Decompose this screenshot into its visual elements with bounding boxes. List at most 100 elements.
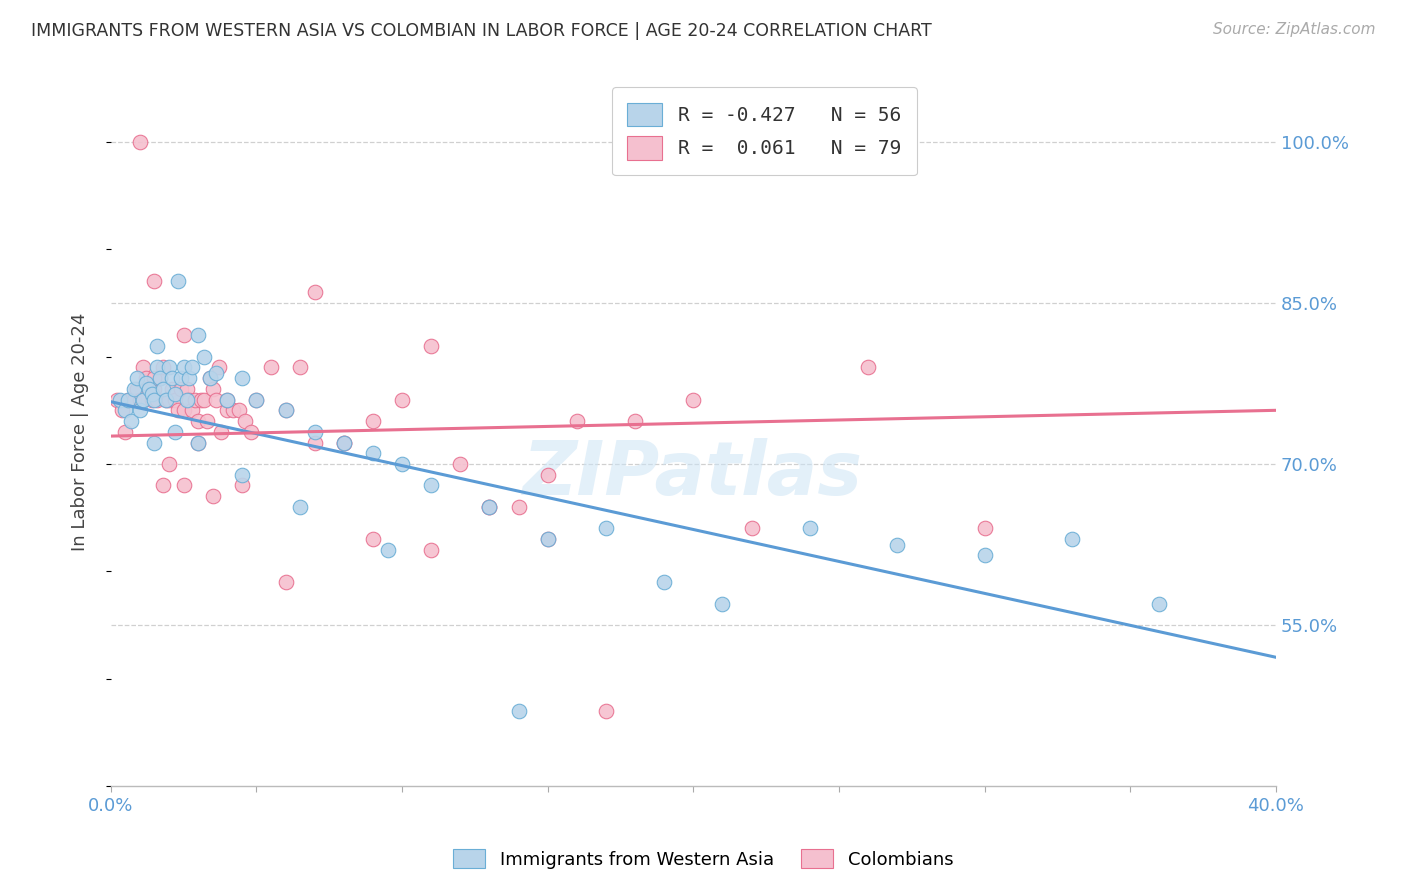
Point [973, 521, 995, 535]
Point [132, 392, 155, 407]
Point [508, 704, 530, 718]
Point [138, 382, 160, 396]
Point [198, 371, 221, 385]
Point [187, 328, 209, 343]
Point [595, 521, 617, 535]
Point [173, 328, 195, 343]
Point [595, 704, 617, 718]
Point [163, 387, 186, 401]
Point [537, 532, 560, 546]
Point [170, 382, 193, 396]
Point [274, 575, 297, 590]
Point [195, 414, 218, 428]
Point [111, 403, 134, 417]
Point [231, 478, 253, 492]
Point [508, 500, 530, 514]
Point [143, 382, 166, 396]
Point [741, 521, 763, 535]
Point [886, 537, 908, 551]
Text: Source: ZipAtlas.com: Source: ZipAtlas.com [1212, 22, 1375, 37]
Point [146, 339, 169, 353]
Point [274, 403, 297, 417]
Point [391, 392, 413, 407]
Point [181, 360, 204, 375]
Point [157, 360, 180, 375]
Point [179, 392, 201, 407]
Point [152, 382, 174, 396]
Point [204, 366, 226, 380]
Point [122, 382, 145, 396]
Point [129, 392, 152, 407]
Point [163, 392, 186, 407]
Point [163, 425, 186, 439]
Point [146, 392, 169, 407]
Point [361, 414, 384, 428]
Point [173, 360, 195, 375]
Point [129, 135, 152, 149]
Point [198, 371, 221, 385]
Point [420, 542, 443, 557]
Point [132, 360, 155, 375]
Point [420, 478, 443, 492]
Point [233, 414, 256, 428]
Point [166, 403, 188, 417]
Point [682, 392, 704, 407]
Point [288, 360, 311, 375]
Text: IMMIGRANTS FROM WESTERN ASIA VS COLOMBIAN IN LABOR FORCE | AGE 20-24 CORRELATION: IMMIGRANTS FROM WESTERN ASIA VS COLOMBIA… [31, 22, 932, 40]
Legend: Immigrants from Western Asia, Colombians: Immigrants from Western Asia, Colombians [446, 841, 960, 876]
Point [160, 371, 183, 385]
Point [231, 467, 253, 482]
Point [217, 392, 239, 407]
Point [217, 392, 239, 407]
Point [108, 392, 131, 407]
Point [143, 435, 166, 450]
Point [184, 392, 207, 407]
Point [260, 360, 283, 375]
Point [155, 392, 177, 407]
Point [105, 392, 128, 407]
Point [149, 371, 172, 385]
Point [187, 435, 209, 450]
Point [565, 414, 588, 428]
Point [537, 467, 560, 482]
Point [141, 392, 163, 407]
Point [478, 500, 501, 514]
Point [114, 425, 136, 439]
Point [304, 425, 326, 439]
Point [856, 360, 879, 375]
Point [449, 457, 471, 471]
Point [193, 350, 215, 364]
Point [304, 435, 326, 450]
Point [129, 403, 152, 417]
Point [207, 360, 229, 375]
Point [239, 425, 262, 439]
Point [170, 371, 193, 385]
Point [179, 371, 201, 385]
Point [217, 403, 239, 417]
Point [377, 542, 399, 557]
Point [799, 521, 821, 535]
Point [231, 371, 253, 385]
Point [333, 435, 356, 450]
Point [361, 446, 384, 460]
Point [187, 435, 209, 450]
Point [122, 392, 145, 407]
Point [135, 376, 157, 391]
Point [120, 414, 142, 428]
Point [157, 392, 180, 407]
Point [176, 392, 198, 407]
Point [181, 403, 204, 417]
Point [190, 392, 212, 407]
Point [361, 532, 384, 546]
Point [166, 275, 188, 289]
Point [333, 435, 356, 450]
Point [211, 425, 233, 439]
Point [304, 285, 326, 300]
Point [138, 382, 160, 396]
Point [125, 371, 148, 385]
Point [117, 392, 139, 407]
Legend: R = -0.427   N = 56, R =  0.061   N = 79: R = -0.427 N = 56, R = 0.061 N = 79 [612, 87, 917, 176]
Point [201, 382, 224, 396]
Point [135, 371, 157, 385]
Point [173, 403, 195, 417]
